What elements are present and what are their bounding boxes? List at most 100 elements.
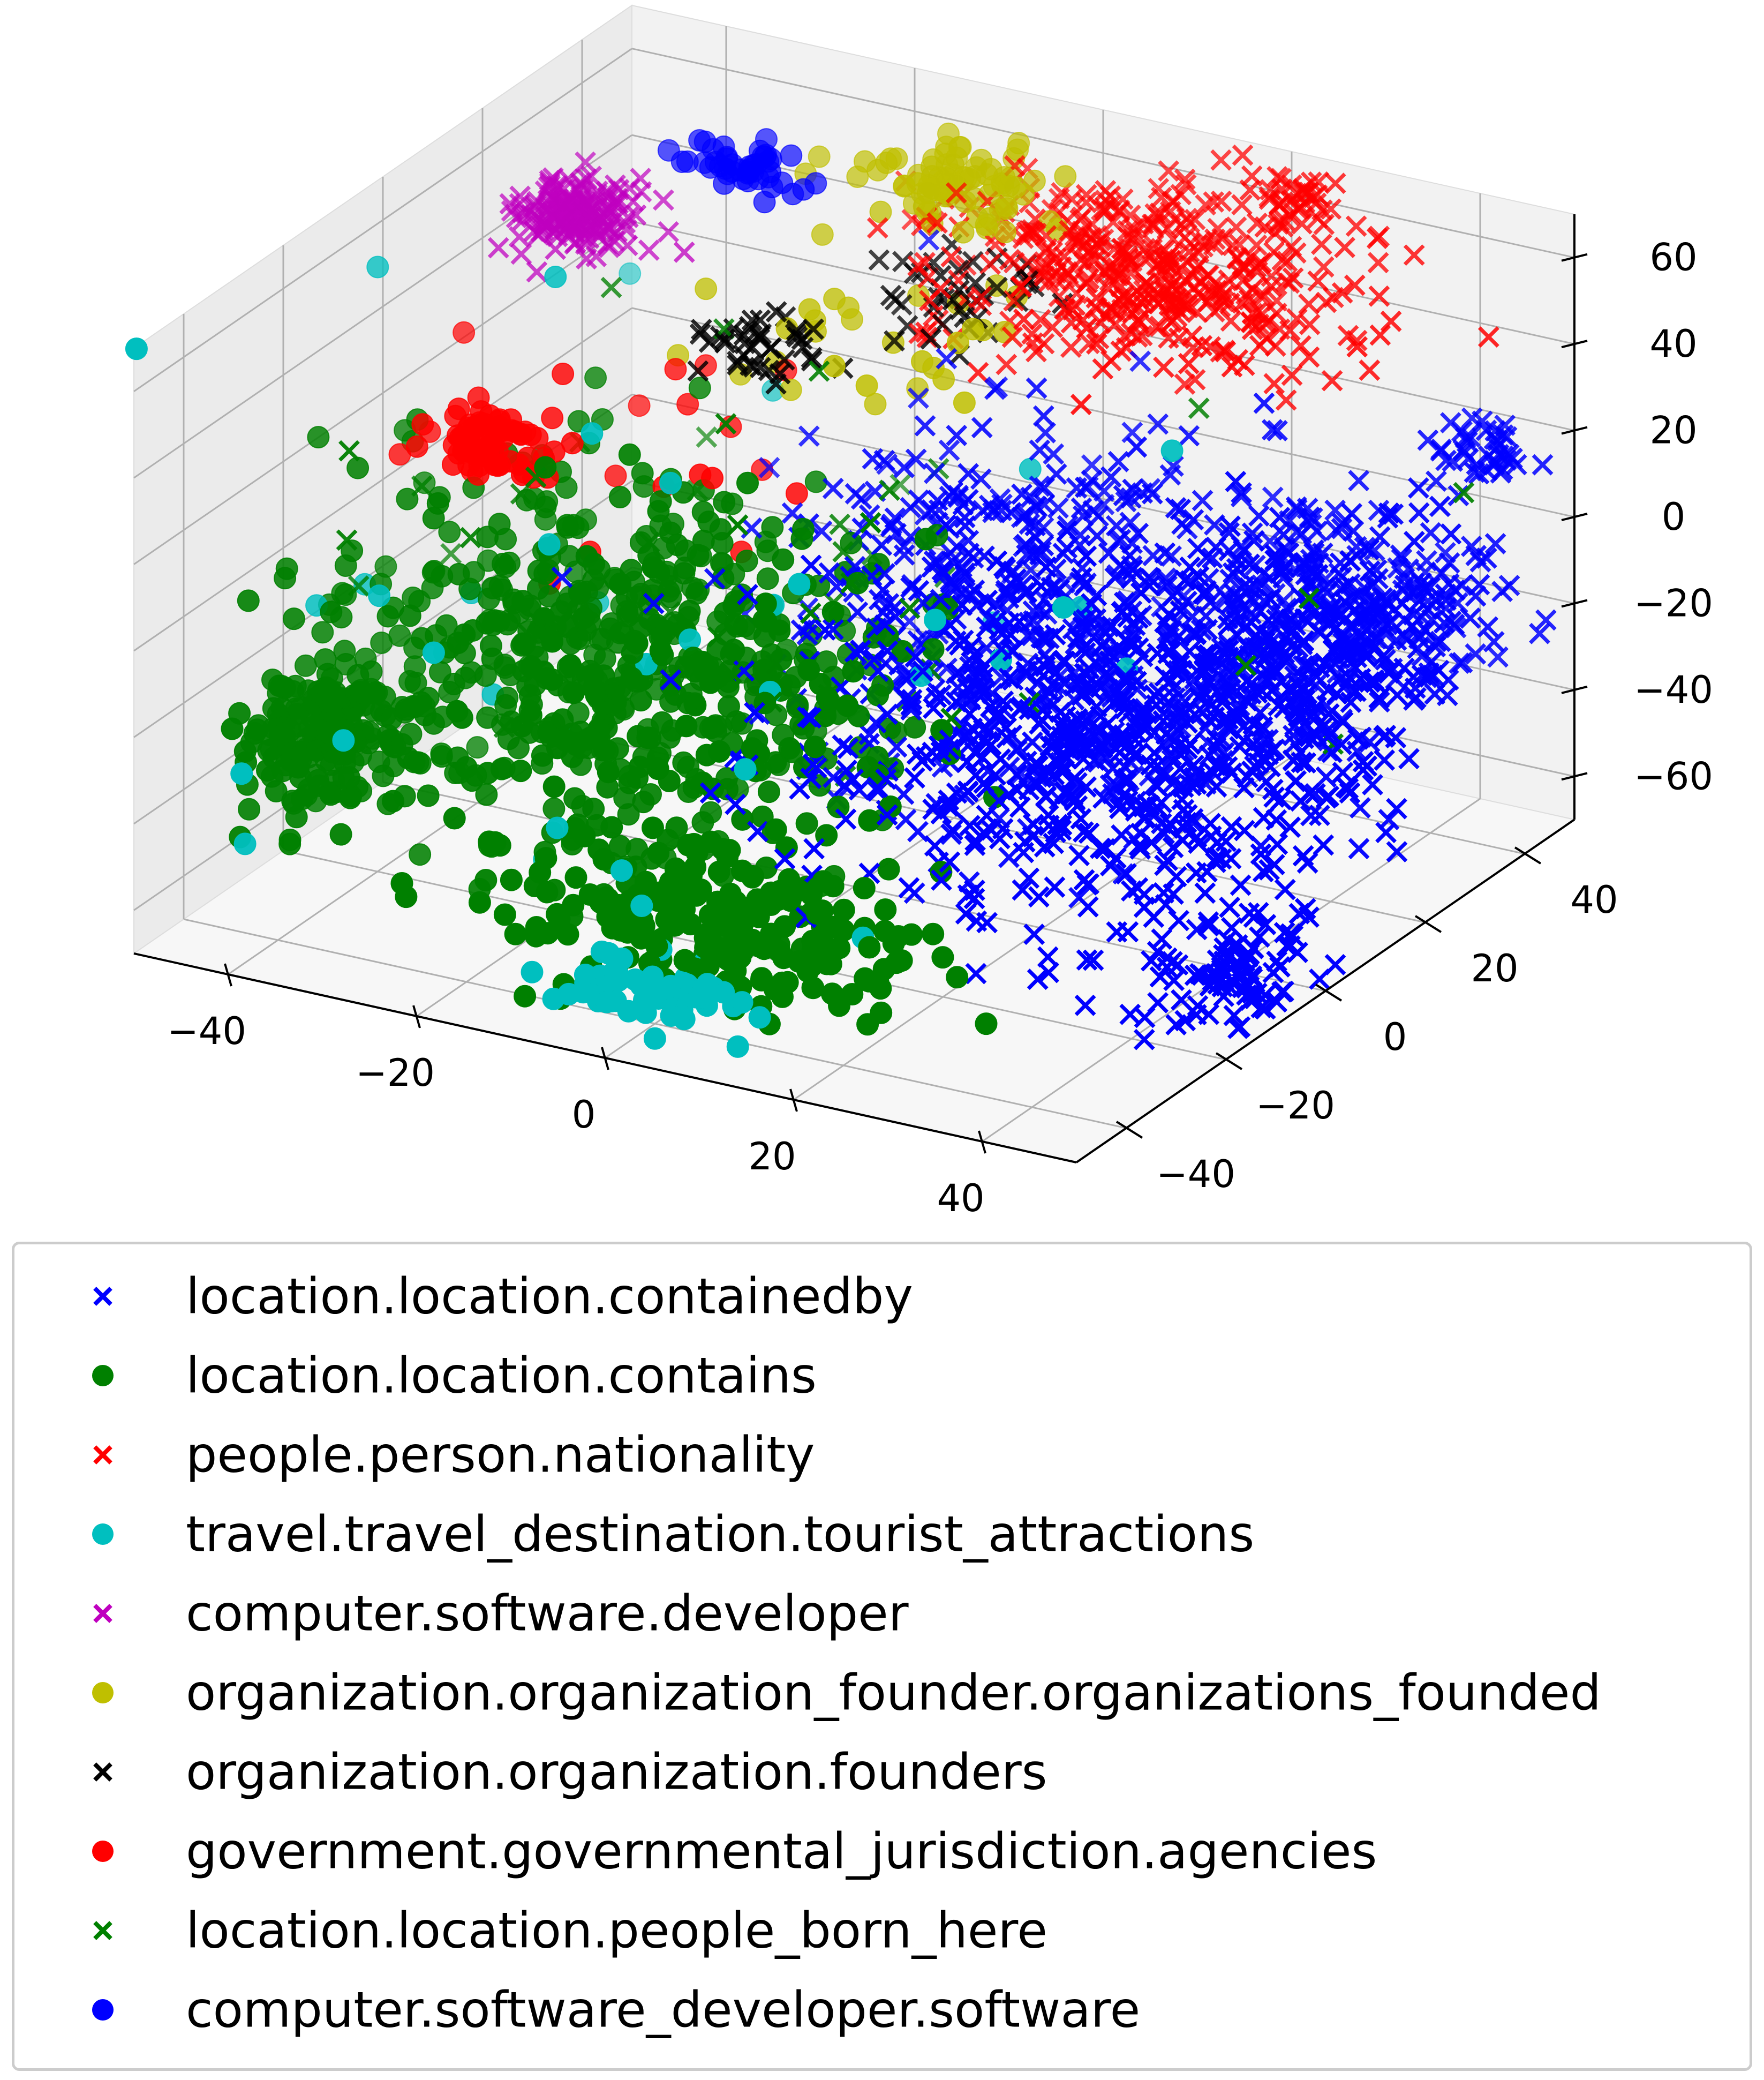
data-point-o — [804, 735, 827, 759]
x-tick-label: −40 — [167, 1009, 246, 1053]
data-point-x — [1391, 548, 1413, 570]
data-point-x — [1218, 522, 1240, 544]
data-point-x — [1060, 336, 1082, 358]
data-point-o — [320, 600, 343, 624]
legend-label: people.person.nationality — [186, 1426, 815, 1484]
data-point-x — [1178, 352, 1200, 374]
data-point-x — [1535, 609, 1557, 631]
data-point-x — [967, 362, 989, 384]
data-point-x — [1010, 276, 1031, 298]
legend-label: government.governmental_jurisdiction.age… — [186, 1822, 1377, 1880]
data-point-o — [504, 922, 527, 945]
data-point-o — [869, 200, 892, 223]
data-point-x — [1307, 270, 1329, 292]
data-point-o — [761, 516, 784, 539]
data-point-o — [1054, 165, 1077, 188]
data-point-o — [592, 711, 615, 733]
data-point-x — [733, 324, 755, 346]
data-point-x — [851, 517, 873, 539]
data-point-o — [643, 1027, 666, 1050]
data-point-o — [864, 393, 887, 416]
data-point-o — [1160, 439, 1183, 462]
data-point-o — [319, 783, 342, 806]
data-point-x — [958, 543, 980, 565]
data-point-x — [801, 350, 823, 372]
data-point-x — [690, 319, 712, 341]
data-point-x — [1324, 499, 1346, 521]
data-point-x — [880, 516, 902, 537]
data-point-x — [1074, 476, 1096, 498]
data-point-o — [672, 751, 695, 774]
data-point-x — [600, 276, 622, 298]
data-point-o — [741, 737, 764, 760]
data-point-o — [395, 885, 418, 908]
data-point-x — [1056, 261, 1078, 283]
data-point-o — [869, 977, 892, 1000]
data-point-x — [1175, 174, 1197, 196]
data-point-o — [975, 1012, 998, 1035]
data-point-x — [818, 562, 840, 584]
data-point-x — [946, 424, 968, 446]
data-point-x — [1464, 461, 1486, 483]
data-point-o — [764, 978, 786, 1001]
data-point-o — [574, 964, 597, 986]
data-point-o — [397, 747, 420, 769]
data-point-x — [1254, 216, 1276, 238]
data-point-x — [1434, 542, 1456, 564]
data-point-x — [1298, 293, 1320, 315]
data-point-o — [691, 987, 713, 1010]
data-point-o — [679, 628, 702, 651]
data-point-o — [575, 545, 598, 568]
data-point-x — [1393, 567, 1415, 589]
data-point-o — [866, 684, 889, 707]
data-point-o — [932, 367, 955, 391]
data-point-x — [1291, 213, 1313, 235]
data-point-o — [913, 195, 936, 218]
data-point-x — [1529, 622, 1550, 644]
data-point-x — [1313, 256, 1335, 278]
data-point-x — [1001, 326, 1023, 348]
data-point-o — [785, 482, 808, 505]
data-point-o — [447, 632, 470, 655]
legend-label: organization.organization_founder.organi… — [186, 1664, 1601, 1722]
data-point-o — [659, 521, 682, 544]
data-point-o — [748, 1006, 771, 1029]
data-point-o — [798, 298, 821, 321]
data-point-x — [1156, 575, 1178, 597]
data-point-o — [339, 786, 362, 809]
data-point-x — [1407, 477, 1429, 499]
data-point-o — [978, 207, 1001, 230]
data-point-x — [524, 204, 546, 226]
data-point-o — [483, 609, 506, 632]
data-point-o — [645, 935, 668, 958]
data-point-x — [1045, 463, 1067, 485]
data-point-x — [1075, 192, 1097, 214]
data-point-o — [659, 977, 682, 1000]
data-point-x — [1071, 497, 1092, 519]
data-point-o — [479, 634, 502, 657]
data-point-o — [718, 695, 740, 718]
data-point-x — [1433, 612, 1455, 634]
data-point-x — [1035, 422, 1057, 444]
data-point-x — [1141, 483, 1163, 505]
data-point-x — [545, 238, 567, 260]
data-point-o — [804, 470, 827, 493]
data-point-x — [1154, 542, 1176, 564]
data-point-o — [230, 762, 253, 785]
data-point-x — [1282, 267, 1304, 289]
data-point-x — [970, 286, 992, 307]
data-point-o — [599, 617, 622, 640]
data-point-x — [1192, 490, 1213, 512]
data-point-o — [476, 525, 499, 549]
data-point-o — [660, 1004, 683, 1027]
data-point-x — [652, 189, 674, 211]
data-point-x — [1122, 478, 1144, 500]
data-point-x — [1334, 237, 1355, 258]
data-point-o — [796, 960, 819, 983]
data-point-o — [867, 553, 890, 576]
data-point-o — [780, 144, 803, 167]
data-point-o — [447, 397, 470, 420]
data-point-x — [1017, 251, 1039, 273]
data-point-x — [539, 172, 561, 194]
grid-line-z — [133, 307, 632, 652]
